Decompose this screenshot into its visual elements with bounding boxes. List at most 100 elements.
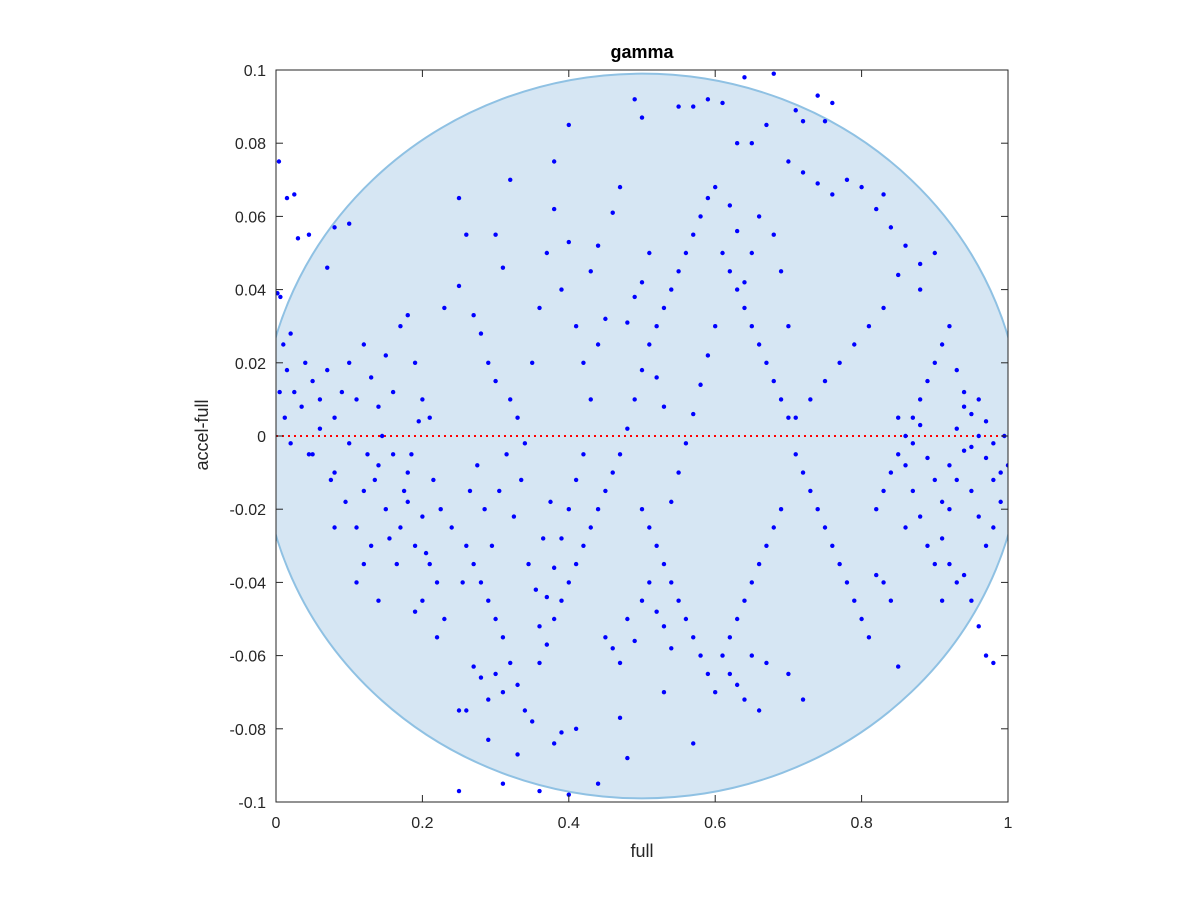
x-tick-label: 0.6 [704,815,726,832]
data-point [932,250,937,256]
data-point [383,353,388,358]
data-point [478,675,484,680]
data-point [420,598,425,603]
data-point [954,367,959,373]
data-point [427,561,432,567]
data-point [786,324,791,329]
data-point [969,444,974,450]
data-point [519,477,524,483]
data-point [486,737,491,742]
data-point [976,433,981,439]
data-point [749,580,754,585]
data-point [983,455,989,461]
data-point [698,653,703,658]
data-point [742,305,747,311]
data-point [566,239,571,245]
data-point [734,287,740,292]
data-point [544,250,550,256]
data-point [467,488,473,494]
data-point [676,104,681,109]
data-point [625,755,630,761]
data-point [786,671,791,677]
data-point [771,232,776,237]
data-point [998,470,1003,475]
data-point [282,415,287,420]
data-point [508,660,513,666]
data-point [954,580,959,585]
data-point [317,426,323,431]
plot-area: 0 0.2 0.4 0.6 0.8 1 -0.1 -0.08 -0.06 -0.04 -0.02 0 0… [230,63,1013,832]
data-point [844,580,850,585]
data-point [939,598,945,603]
data-point [713,324,718,329]
data-point [420,397,425,402]
data-point [276,291,280,296]
y-tick-label: 0.04 [235,283,266,300]
y-tick-label: 0.08 [235,136,266,153]
data-point [548,499,553,505]
data-point [595,781,601,786]
data-point [551,159,557,164]
data-point [866,635,872,640]
data-point [749,653,754,658]
data-point [617,452,623,457]
data-point [764,660,769,666]
data-point [610,470,615,475]
data-point [661,404,667,409]
data-point [508,397,513,402]
data-point [573,324,579,329]
data-point [705,353,711,358]
data-point [669,580,674,585]
data-point [932,561,937,567]
data-point [903,525,908,530]
data-point [859,616,864,622]
data-point [632,97,637,102]
data-point [954,426,959,431]
data-point [639,367,645,373]
data-point [354,525,359,530]
data-point [405,499,410,505]
data-point [526,561,531,567]
data-point [661,561,667,567]
data-point [497,488,502,494]
data-point [347,221,352,226]
data-point [698,382,703,387]
data-point [566,792,571,797]
data-point [442,616,447,622]
data-point [698,214,703,219]
data-point [676,470,681,475]
x-tick-label: 0.2 [411,815,433,832]
data-point [727,203,733,208]
data-point [365,452,370,457]
data-point [456,283,462,289]
data-point [734,682,740,688]
data-point [522,441,528,446]
data-point [639,507,645,512]
data-point [438,507,443,512]
data-point [412,609,418,614]
data-point [983,543,989,548]
data-point [471,561,476,567]
data-point [379,433,385,439]
data-point [478,580,484,585]
data-point [464,708,469,713]
data-point [456,195,462,201]
data-point [874,507,879,512]
data-point [647,250,652,256]
data-point [394,561,399,567]
data-point [830,543,835,548]
data-point [551,565,557,570]
data-point [917,287,923,292]
data-point [778,507,784,512]
data-point [625,426,630,431]
data-point [284,195,290,201]
data-point [822,525,828,530]
y-tick-label: -0.02 [230,502,267,519]
data-point [504,452,509,457]
data-point [683,616,689,622]
data-point [617,715,623,721]
data-point [405,313,410,318]
data-point [925,455,930,461]
data-point [705,195,711,201]
data-point [412,360,418,365]
